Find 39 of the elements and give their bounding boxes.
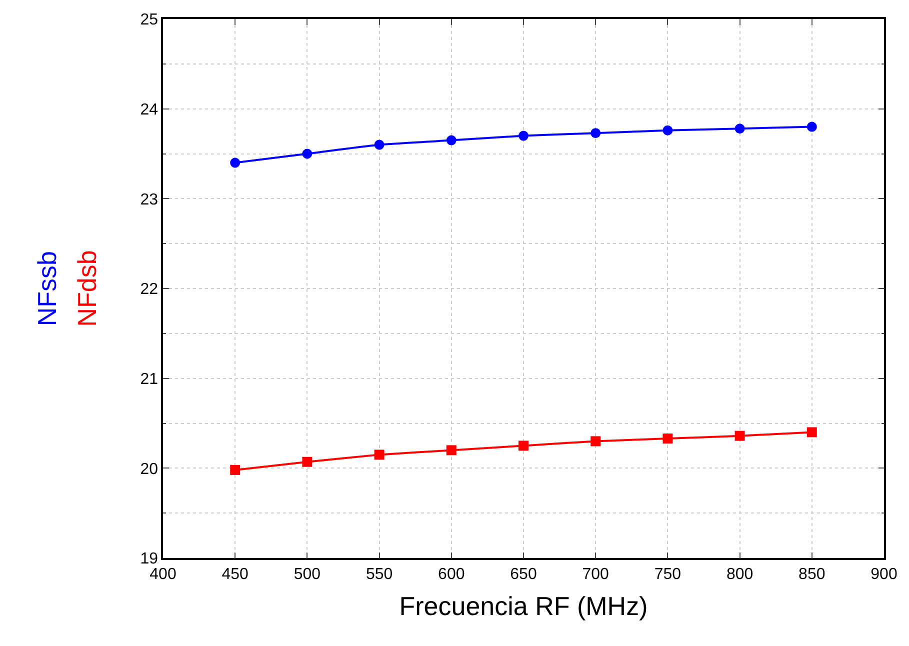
point [518,440,528,451]
point [734,430,745,441]
text: NFssb [32,250,62,326]
y-tick-label: 25 [140,12,158,29]
x-tick-label: 750 [654,566,682,583]
x-tick-label: 550 [366,566,393,583]
text: NFdsb [72,250,102,327]
x-tick-label: 600 [438,566,465,583]
x-tick-label: 900 [870,566,898,583]
point [590,436,601,446]
x-axis-title: Frecuencia RF (MHz) [399,591,648,622]
point [590,128,601,138]
x-tick-label: 850 [798,566,826,583]
y-tick-label: 21 [140,370,158,388]
point [374,140,384,150]
point [662,125,673,136]
x-tick-label: 700 [582,566,610,583]
point [230,464,240,475]
point [446,135,456,146]
y-tick-label: 19 [140,550,158,568]
y-tick-label: 20 [140,460,158,478]
point [230,158,240,168]
x-tick-label: 450 [222,566,249,583]
point [446,445,456,456]
x-tick-label: 650 [510,566,537,583]
point [302,456,312,467]
point [374,450,384,460]
point [734,124,745,134]
x-tick-label: 800 [726,566,754,583]
y-tick-label: 23 [140,191,158,208]
point [662,434,673,444]
x-tick-label: 500 [294,566,321,583]
x-tick-label: 400 [150,566,176,583]
point [518,130,528,141]
y-tick-label: 22 [140,281,158,298]
point [806,427,817,438]
y-tick-label: 24 [140,101,158,118]
point [302,148,312,159]
point [806,122,817,132]
